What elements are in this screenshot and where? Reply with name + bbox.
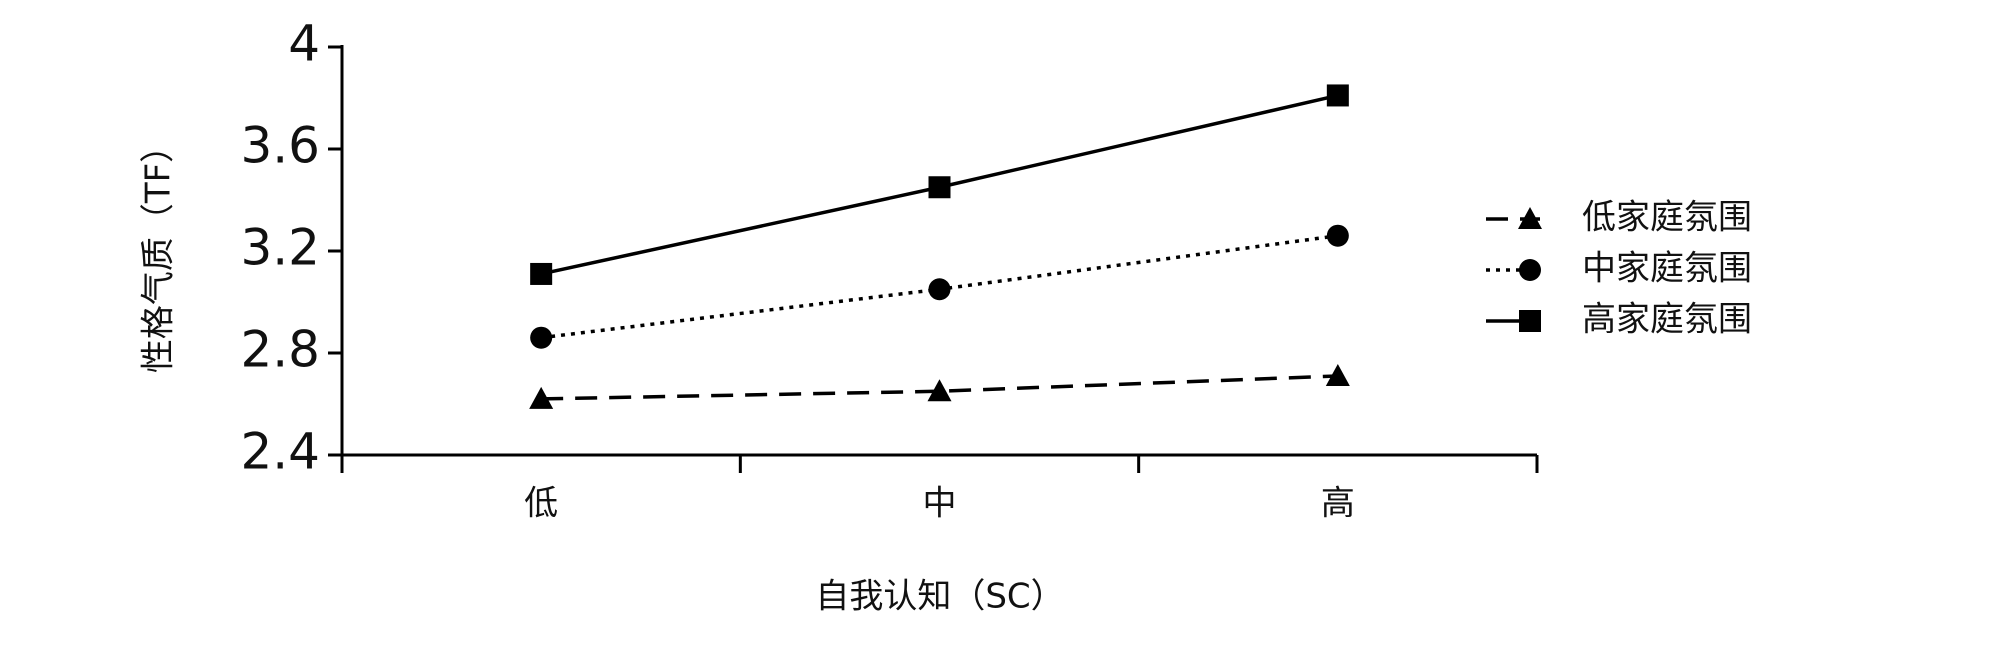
y-tick-label: 2.4 bbox=[240, 423, 320, 481]
legend-marker bbox=[1518, 207, 1542, 229]
y-axis-title: 性格气质（TF） bbox=[139, 129, 179, 373]
y-tick-label: 3.6 bbox=[240, 117, 320, 175]
data-point bbox=[530, 326, 553, 349]
x-tick-label: 高 bbox=[1321, 484, 1355, 524]
x-tick-label: 中 bbox=[923, 484, 957, 524]
legend-label: 低家庭氛围 bbox=[1582, 198, 1752, 238]
y-tick-label: 3.2 bbox=[240, 219, 320, 277]
data-point bbox=[1325, 363, 1350, 386]
data-point bbox=[529, 386, 554, 409]
data-point bbox=[1326, 84, 1349, 107]
y-tick-label: 4 bbox=[288, 15, 320, 73]
x-axis-title: 自我认知（SC） bbox=[815, 577, 1064, 617]
data-point bbox=[927, 379, 952, 402]
data-point bbox=[530, 262, 553, 285]
series-line bbox=[541, 374, 1338, 401]
x-tick-label: 低 bbox=[524, 484, 558, 524]
y-tick-label: 2.8 bbox=[240, 321, 320, 379]
legend-label: 中家庭氛围 bbox=[1582, 249, 1752, 289]
legend-marker bbox=[1519, 259, 1541, 281]
data-point bbox=[928, 278, 951, 301]
data-point bbox=[928, 176, 951, 199]
legend-marker bbox=[1519, 310, 1541, 332]
legend-label: 高家庭氛围 bbox=[1582, 300, 1752, 340]
data-point bbox=[1326, 224, 1349, 247]
